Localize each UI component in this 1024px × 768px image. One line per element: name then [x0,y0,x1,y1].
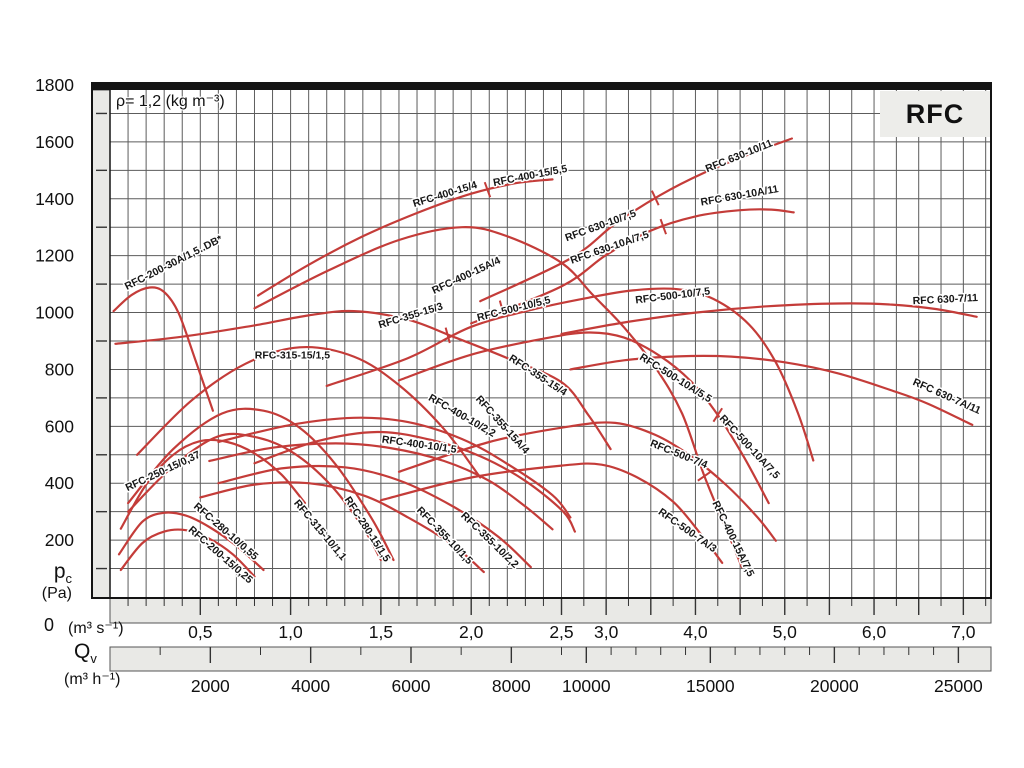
curve-label: RFC-355-15/3 [377,300,444,331]
x2-axis-ruler-strip [109,646,992,672]
y-tick-label: 1000 [35,303,74,323]
fan-curve-RFC-200-30A/1,5..DB* [112,286,214,412]
x2-tick-label: 20000 [810,676,859,696]
x1-tick-label: 2,5 [549,622,573,642]
fan-curve-RFC-280-15/1,5 [127,407,395,562]
x1-axis-ruler-strip [109,597,992,624]
x1-tick-label: 7,0 [951,622,976,642]
x2-tick-label: 8000 [492,676,531,696]
x2-tick-label: 4000 [291,676,330,696]
x1-axis-unit: (m³ s⁻¹) [68,620,124,637]
curve-label: RFC-400-15A/7,5 [709,499,756,579]
x1-tick-label: 4,0 [683,622,708,642]
curve-range-tick [712,407,723,423]
curve-label: RFC-500-10A/5,5 [637,351,714,405]
density-annotation: ρ= 1,2 (kg m⁻³) [116,93,225,110]
brand-badge: RFC [880,91,990,137]
curve-label: RFC-500-10A/7,5 [717,413,782,482]
curve-label: RFC-400-15/5,5 [492,163,568,189]
x2-axis-symbol-letter: Q [74,640,91,663]
fan-curve-RFC-400-10/2,2 [217,416,572,519]
x2-axis-symbol-sub: v [90,651,97,667]
curve-label: RFC 630-10/11 [704,137,775,175]
curve-label: RFC-500-7A/3 [656,506,719,555]
x1-tick-label: 1,5 [369,622,393,642]
fan-curve-RFC 630-10 [479,137,793,303]
fan-curve-RFC-500-7A/3 [379,462,724,564]
y-axis-symbol-sub: c [65,571,73,587]
x1-tick-label: 2,0 [459,622,484,642]
x2-axis-unit: (m³ h⁻¹) [64,671,121,688]
y-axis-zero-label: 0 [43,615,54,635]
x1-tick-label: 5,0 [773,622,798,642]
curve-label: RFC-400-15A/4 [430,255,502,297]
curve-label: RFC-250-15/0,37 [124,449,203,494]
fan-curve-RFC-500-10 [325,287,815,462]
fan-curve-RFC-355-10/1,5 [199,481,485,574]
curve-range-tick [650,190,660,206]
fan-curve-RFC-200-15/0,25 [119,528,256,578]
curve-label: RFC 630-7A/11 [911,376,983,417]
y-axis-unit: (Pa) [41,585,72,602]
plot-top-bar [91,83,992,90]
fan-curve-RFC-400-10/1,5 [208,442,554,531]
fan-curve-RFC-315-10/1,1 [127,432,382,562]
y-axis-ruler-strip [91,89,111,599]
x1-tick-label: 6,0 [862,622,887,642]
x2-tick-label: 2000 [191,676,230,696]
y-tick-label: 1800 [35,75,74,95]
fan-curve-RFC 630-10A [470,208,795,325]
curve-range-tick [444,327,451,344]
fan-curve-RFC-355-10/2,2 [217,464,532,569]
fan-curve-RFC-315-15/1,5 [136,345,482,479]
curve-range-tick [483,181,492,198]
x1-tick-label: 0,5 [188,622,212,642]
fan-curve-RFC-400-15 [257,178,554,297]
x1-tick-label: 3,0 [594,622,619,642]
fan-curve-RFC-500-10A [397,331,770,505]
y-tick-label: 1600 [35,132,74,152]
curve-range-tick [697,470,712,482]
curve-label: RFC-315-10/1,1 [291,497,349,563]
brand-label: RFC [905,98,965,129]
x2-axis-symbol: Qv [74,640,97,666]
fan-curve-RFC-355-15 [114,309,612,451]
x1-tick-label: 1,0 [278,622,303,642]
curve-label: RFC-315-15/1,5 [255,350,330,362]
y-tick-label: 400 [45,473,74,493]
fan-curve-RFC-250-15/0,37 [119,438,307,530]
y-axis-symbol: pc [22,560,72,586]
curve-label: RFC 630-7/11 [912,292,978,307]
y-axis-symbol-letter: p [53,560,66,583]
curve-range-tick [659,218,667,235]
x2-tick-label: 6000 [392,676,431,696]
x2-tick-label: 10000 [562,676,611,696]
y-tick-label: 1200 [35,246,74,266]
y-tick-label: 600 [45,416,74,436]
curve-label: RFC-355-15/4 [507,352,569,398]
x2-tick-label: 15000 [686,676,735,696]
x2-tick-label: 25000 [934,676,983,696]
y-tick-label: 200 [45,530,74,550]
fan-curve-RFC-280-10/0,55 [117,511,265,572]
fan-curve-RFC-500-7/4 [397,421,777,542]
y-tick-label: 800 [45,359,74,379]
fan-curve-RFC 630-7/11 [560,302,978,335]
curve-range-tick [498,300,505,317]
y-tick-label: 1400 [35,189,74,209]
fan-curve-RFC 630-7A/11 [569,354,974,426]
fan-curve-RFC-355-15A/4 [253,430,576,533]
